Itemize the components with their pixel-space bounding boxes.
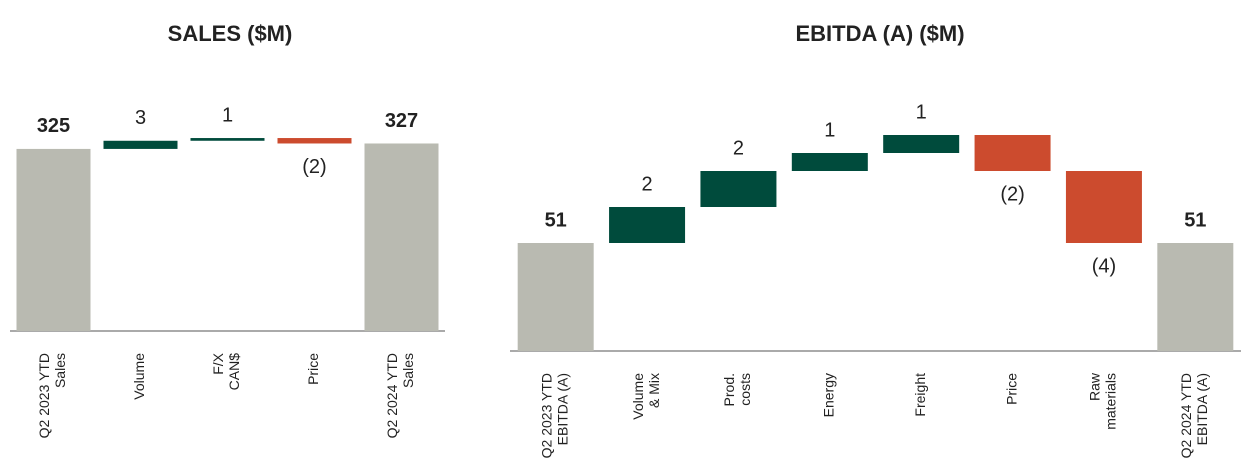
bar <box>277 138 352 144</box>
x-tick-label: Volume <box>630 373 646 420</box>
bar <box>1065 171 1142 243</box>
chart-title: EBITDA (A) ($M) <box>795 21 964 46</box>
x-tick-label: F/X <box>210 352 226 374</box>
bar <box>700 171 777 207</box>
bar <box>974 135 1051 171</box>
data-label: 1 <box>824 119 835 141</box>
data-label: (4) <box>1092 255 1116 277</box>
data-label: (2) <box>1000 183 1024 205</box>
bar <box>1157 243 1234 351</box>
x-tick-label: & Mix <box>646 373 662 408</box>
x-tick-label: Prod. <box>721 373 737 406</box>
data-label: (2) <box>302 156 326 178</box>
data-label: 51 <box>1184 209 1206 231</box>
x-tick-label: materials <box>1103 373 1119 430</box>
data-label: 1 <box>916 101 927 123</box>
data-label: 3 <box>135 107 146 129</box>
bar <box>190 138 265 141</box>
bar <box>609 207 686 243</box>
data-label: 2 <box>642 173 653 195</box>
bar <box>16 148 91 331</box>
x-tick-label: Volume <box>131 353 147 400</box>
x-tick-label: Q2 2024 YTD <box>1178 373 1194 458</box>
chart-title: SALES ($M) <box>168 21 293 46</box>
x-tick-label: Sales <box>52 353 68 388</box>
x-tick-label: Freight <box>912 373 928 417</box>
x-tick-label: costs <box>737 373 753 406</box>
bar <box>364 143 439 331</box>
x-tick-label: Raw <box>1087 372 1103 401</box>
x-tick-label: Price <box>1003 373 1019 405</box>
data-label: 1 <box>222 104 233 126</box>
bar <box>517 243 594 351</box>
x-tick-label: CAN$ <box>226 353 242 391</box>
bar <box>791 153 868 171</box>
x-tick-label: Q2 2024 YTD <box>384 353 400 438</box>
data-label: 327 <box>385 110 418 132</box>
data-label: 325 <box>37 115 70 137</box>
data-label: 2 <box>733 137 744 159</box>
x-tick-label: Sales <box>400 353 416 388</box>
bar <box>883 135 960 153</box>
x-tick-label: Q2 2023 YTD <box>538 373 554 458</box>
x-tick-label: EBITDA (A) <box>1194 373 1210 445</box>
x-tick-label: Energy <box>821 373 837 417</box>
bar <box>103 140 178 149</box>
x-tick-label: EBITDA (A) <box>554 373 570 445</box>
x-tick-label: Price <box>305 353 321 385</box>
data-label: 51 <box>545 209 567 231</box>
x-tick-label: Q2 2023 YTD <box>36 353 52 438</box>
